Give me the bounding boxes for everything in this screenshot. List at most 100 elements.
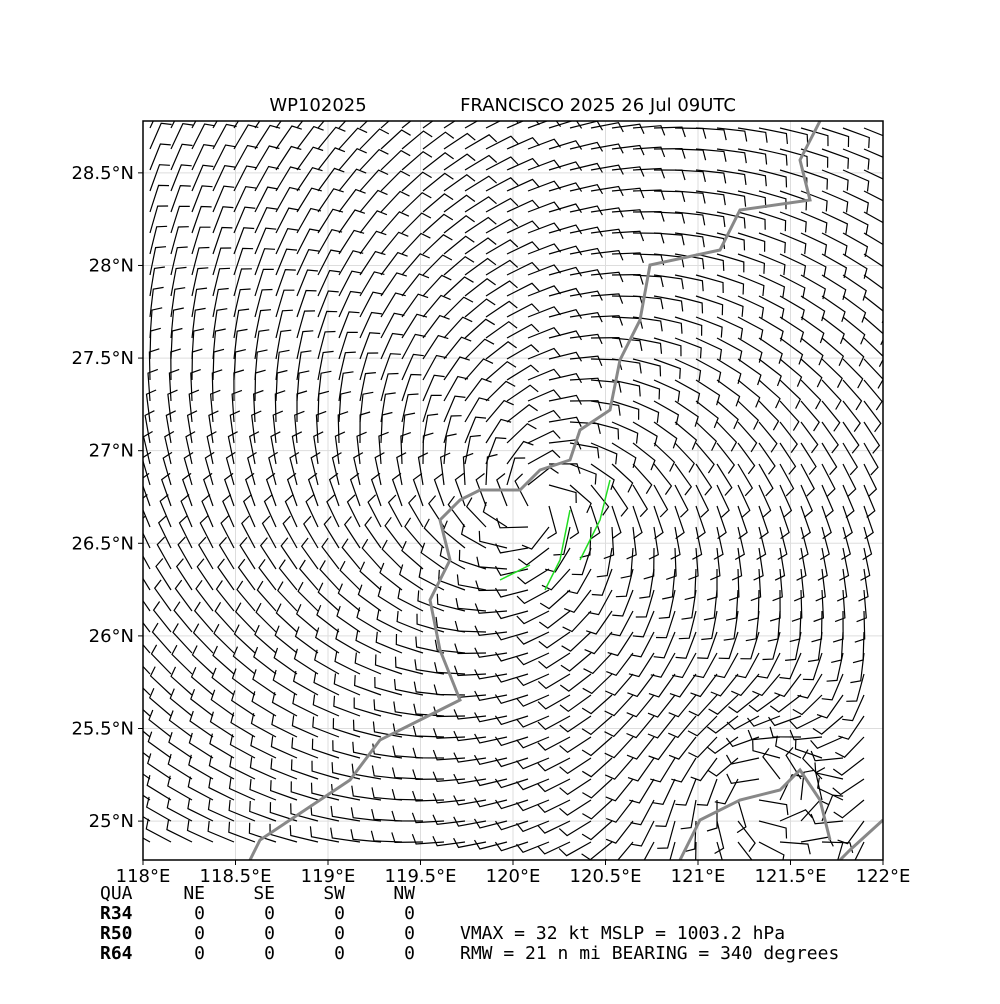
- wind-barb: [474, 733, 508, 744]
- wind-barb: [422, 131, 455, 150]
- wind-barb: [527, 449, 561, 465]
- wind-barb: [374, 654, 403, 675]
- wind-barb: [627, 757, 655, 782]
- wind-barb: [779, 809, 813, 822]
- wind-barb: [846, 673, 865, 702]
- wind-barb: [188, 732, 214, 759]
- wind-barb: [380, 411, 393, 444]
- wind-barb: [559, 778, 592, 796]
- wind-barb: [443, 296, 474, 318]
- wind-barb: [632, 505, 643, 539]
- wind-barb: [800, 295, 826, 322]
- wind-barb: [710, 547, 721, 581]
- wind-barb: [422, 294, 451, 318]
- wind-barb: [590, 315, 624, 326]
- wind-barb: [432, 793, 466, 804]
- wind-barb: [558, 841, 592, 857]
- wind-barb: [800, 211, 828, 234]
- y-tick-label: 28°N: [89, 255, 134, 276]
- wind-barb: [737, 169, 767, 187]
- wind-barb: [334, 650, 361, 675]
- wind-barb: [443, 235, 475, 255]
- wind-barb: [455, 597, 487, 612]
- wind-barb: [215, 580, 235, 612]
- wind-barb: [143, 494, 151, 528]
- wind-barb: [695, 841, 697, 860]
- storm-id: WP102025: [269, 95, 366, 116]
- wind-barb: [422, 394, 442, 423]
- wind-barb: [338, 188, 366, 213]
- wind-barb: [669, 841, 676, 860]
- wind-barb: [516, 610, 550, 625]
- wind-barb: [309, 826, 340, 843]
- wind-barb: [208, 755, 235, 780]
- wind-barb: [149, 327, 161, 360]
- wind-barb: [779, 379, 802, 409]
- wind-barb: [359, 230, 387, 255]
- wind-barb: [443, 316, 473, 339]
- wind-barb: [188, 754, 214, 780]
- wind-barb: [548, 245, 583, 256]
- wind-barb: [769, 589, 781, 622]
- wind-barb: [800, 358, 823, 388]
- wind-barb: [296, 269, 318, 297]
- wind-barb: [816, 694, 844, 719]
- y-tick-label: 26°N: [89, 626, 134, 647]
- wind-barb: [792, 694, 823, 716]
- wind-barb: [821, 127, 850, 148]
- wind-barb: [353, 697, 382, 717]
- wind-barb: [630, 799, 655, 826]
- wind-barb: [726, 715, 760, 731]
- wind-barb: [143, 577, 151, 591]
- wind-barb: [355, 629, 382, 654]
- wind-barb: [275, 186, 301, 213]
- wind-barb: [797, 673, 823, 699]
- wind-barb: [474, 690, 508, 701]
- wind-barb: [252, 669, 277, 696]
- wind-barb: [439, 545, 466, 570]
- wind-barb: [401, 130, 433, 150]
- wind-barb: [527, 201, 561, 213]
- wind-barb: [842, 337, 865, 367]
- wind-barb: [217, 558, 235, 591]
- wind-barb: [657, 820, 676, 849]
- wind-barb: [414, 659, 445, 675]
- wind-barb: [359, 411, 371, 444]
- wind-barb: [821, 274, 847, 301]
- wind-barb: [495, 820, 529, 831]
- wind-barb: [236, 580, 256, 612]
- wind-barb: [187, 798, 214, 822]
- wind-barb: [674, 442, 695, 473]
- wind-barb: [202, 472, 214, 507]
- x-tick-label: 118.5°E: [200, 866, 272, 887]
- wind-barb: [821, 337, 845, 367]
- wind-barb: [454, 620, 487, 633]
- wind-barb: [579, 526, 592, 559]
- wind-barb: [273, 647, 298, 675]
- wind-barb: [737, 337, 763, 363]
- wind-barb: [373, 699, 403, 717]
- wind-barb: [401, 232, 431, 255]
- wind-barb: [310, 804, 340, 822]
- wind-barb: [249, 800, 277, 822]
- wind-barb: [391, 832, 424, 844]
- wind-barb: [230, 690, 256, 717]
- wind-barb: [716, 484, 730, 518]
- wind-barb: [233, 206, 256, 234]
- wind-barb: [692, 526, 703, 560]
- wind-barb: [387, 494, 403, 528]
- wind-barb: [228, 778, 256, 801]
- wind-barb: [748, 589, 760, 622]
- wind-barb: [863, 400, 882, 433]
- wind-barb: [234, 602, 256, 633]
- wind-barb: [779, 421, 798, 453]
- wind-barb: [317, 370, 332, 402]
- wind-barb: [516, 841, 550, 854]
- wind-barb: [611, 187, 645, 199]
- wind-barb: [779, 484, 793, 518]
- wind-barb: [395, 633, 424, 654]
- wind-barb: [188, 389, 200, 423]
- wind-barb: [674, 358, 702, 381]
- wind-barb: [244, 472, 256, 507]
- wind-barb: [779, 253, 807, 277]
